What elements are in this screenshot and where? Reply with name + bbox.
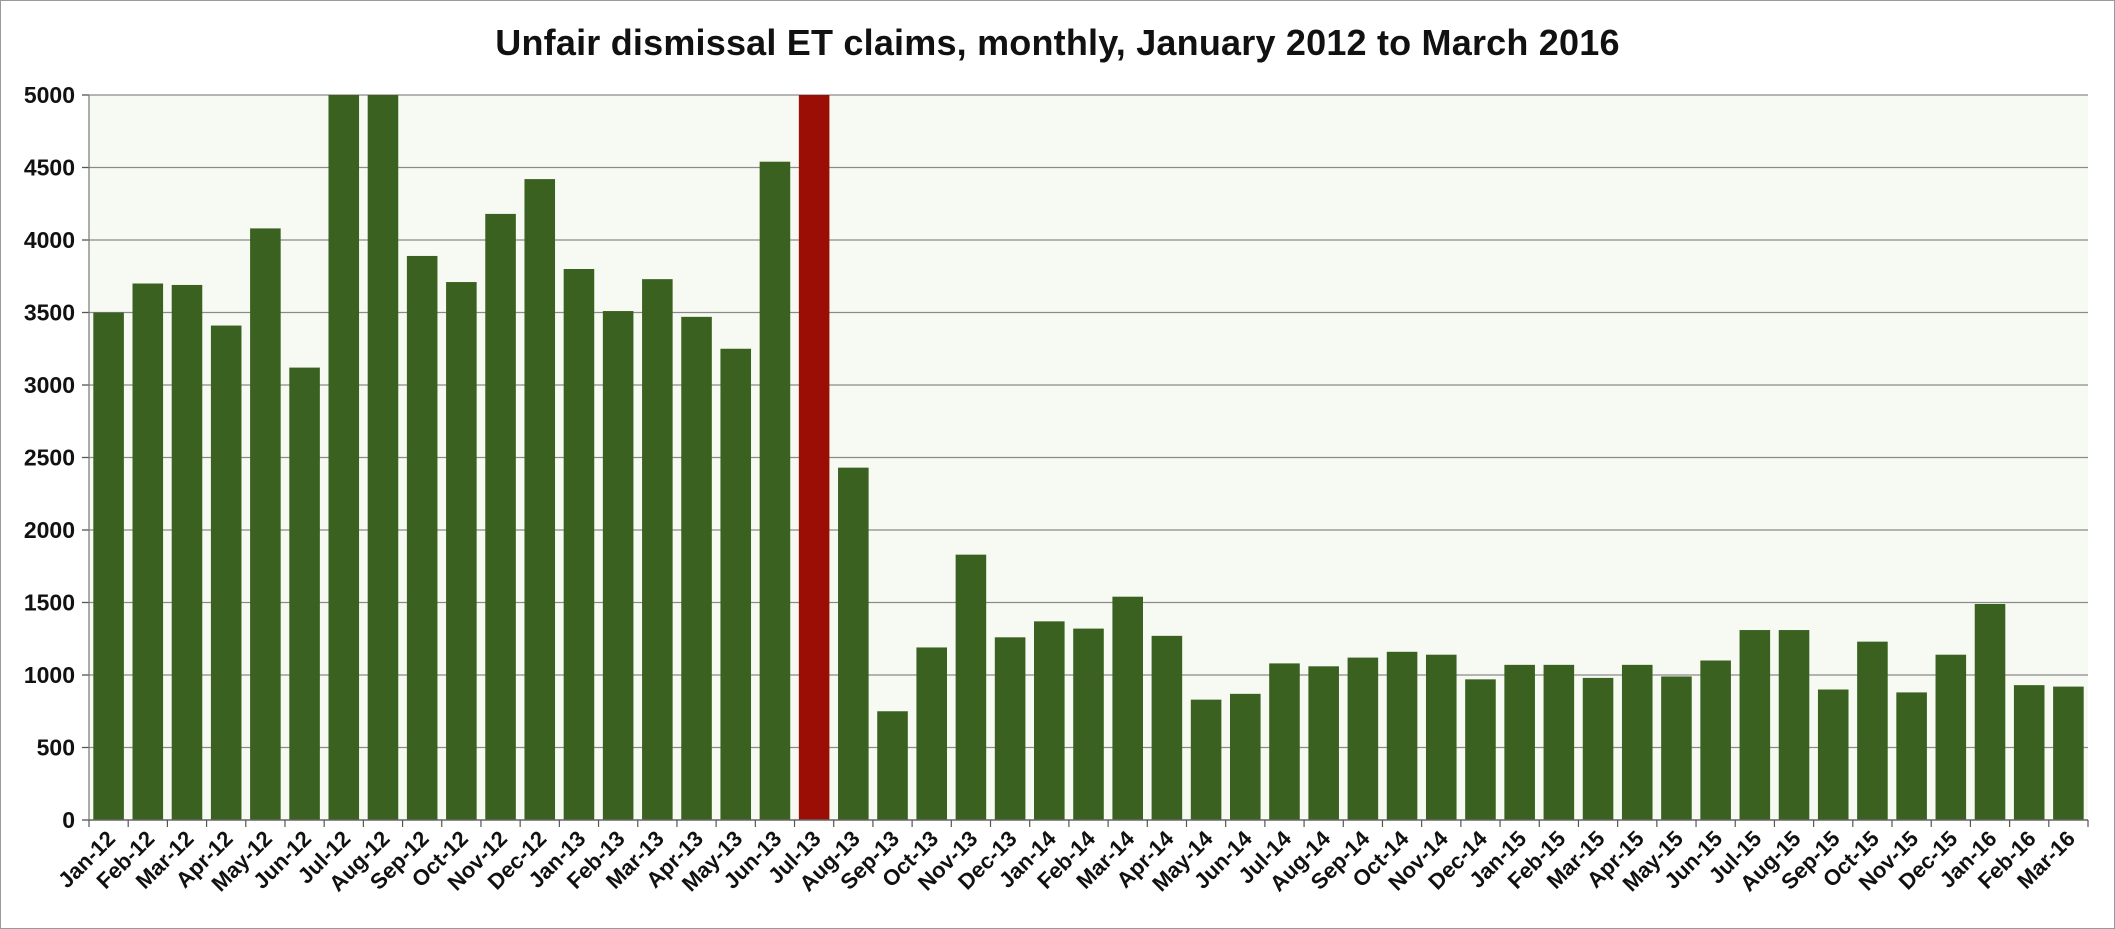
y-tick-label: 2000 [24,517,75,543]
bar-Sep-14 [1347,657,1379,820]
bar-Nov-13 [955,554,987,820]
bar-Feb-16 [2013,685,2045,820]
bar-Feb-15 [1543,664,1575,820]
bar-Apr-14 [1151,635,1183,820]
bar-Aug-14 [1308,666,1339,820]
bar-Oct-13 [916,647,948,820]
bar-Jul-15 [1739,630,1771,820]
y-tick-label: 3000 [24,372,75,398]
y-tick-label: 1000 [24,662,75,688]
bar-Jul-12 [328,95,360,820]
y-axis: 0 500 1000 1500 2000 2500 3000 3500 4000 4500 5000 [24,82,89,833]
y-tick-label: 4000 [24,227,75,253]
bar-Oct-14 [1386,651,1418,820]
bar-May-13 [720,348,752,820]
bar-Aug-12 [367,95,399,820]
bar-May-15 [1661,676,1692,820]
y-tick-label: 1500 [24,590,75,616]
bar-Jul-14 [1269,663,1300,820]
bar-Jan-14 [1034,621,1065,820]
bar-Nov-15 [1896,692,1927,820]
y-tick-label: 0 [62,807,75,833]
bar-Feb-14 [1073,628,1104,820]
bar-Mar-16 [2053,686,2084,820]
bar-Aug-15 [1778,630,1810,820]
bar-Jun-14 [1229,693,1261,820]
bar-Mar-14 [1112,596,1143,820]
bar-Sep-13 [877,711,908,820]
bar-Feb-13 [602,311,634,820]
y-tick-label: 3500 [24,300,75,326]
y-tick-label: 500 [37,735,75,761]
bar-Oct-15 [1857,641,1888,820]
bar-May-12 [250,228,281,820]
bar-Sep-12 [406,255,438,820]
bar-Oct-12 [446,282,477,820]
bar-Sep-15 [1817,689,1849,820]
bar-May-14 [1190,699,1222,820]
bar-Jan-15 [1504,664,1535,820]
bar-Jun-15 [1700,660,1731,820]
bar-Apr-15 [1621,664,1653,820]
y-tick-label: 4500 [24,155,75,181]
bar-Dec-15 [1935,654,1967,820]
bar-Feb-12 [132,283,164,820]
bar-Apr-13 [681,316,712,820]
bar-Mar-15 [1582,677,1614,820]
bar-Jan-13 [563,269,595,820]
bar-Mar-13 [642,279,673,820]
bar-Jul-13 [798,95,830,820]
bar-Jun-12 [289,367,320,820]
bar-Dec-13 [994,637,1026,820]
bar-Nov-12 [485,213,516,820]
bars [93,95,2084,821]
bar-Dec-12 [524,179,556,821]
bar-Dec-14 [1465,679,1496,820]
y-tick-label: 2500 [24,445,75,471]
bar-Jun-13 [759,161,791,820]
bar-Nov-14 [1425,654,1457,820]
chart-title: Unfair dismissal ET claims, monthly, Jan… [495,22,1620,63]
bar-Jan-12 [93,312,124,820]
bar-Apr-12 [210,325,242,820]
bar-Aug-13 [838,467,869,820]
bar-Jan-16 [1974,603,2006,820]
y-tick-label: 5000 [24,82,75,108]
bar-Mar-12 [171,284,203,820]
